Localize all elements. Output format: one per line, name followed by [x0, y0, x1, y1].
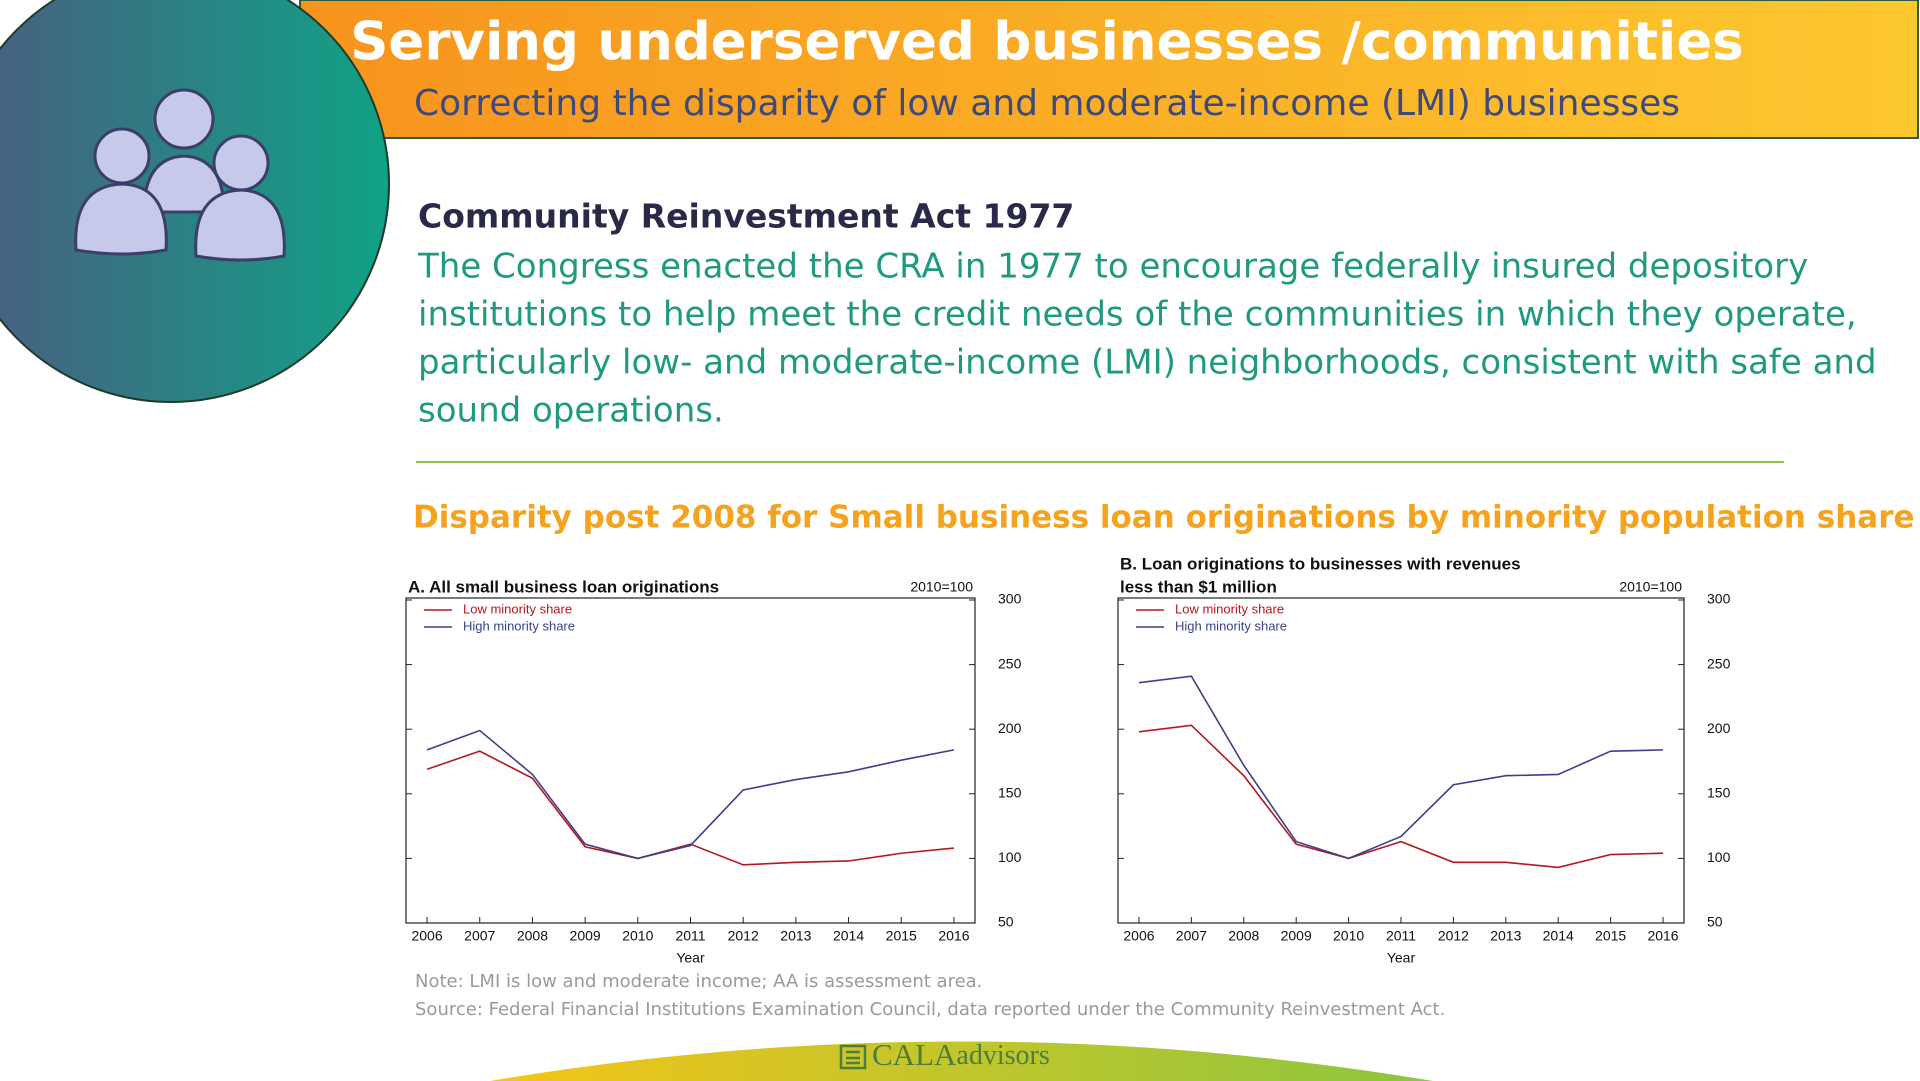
y-tick-label: 300 [998, 591, 1022, 607]
annotation: 2010=100 [910, 579, 973, 595]
x-tick-label: 2007 [464, 928, 495, 944]
chart-title: B. Loan originations to businesses with … [1120, 554, 1521, 573]
x-tick-label: 2012 [728, 928, 759, 944]
x-tick-label: 2016 [938, 928, 969, 944]
x-tick-label: 2007 [1176, 928, 1207, 944]
chart: B. Loan originations to businesses with … [1117, 554, 1731, 966]
body-line: particularly low- and moderate-income (L… [418, 343, 1877, 383]
header-band [299, 0, 1919, 139]
y-tick-label: 50 [998, 914, 1014, 930]
x-tick-label: 2015 [1595, 928, 1626, 944]
x-tick-label: 2016 [1647, 928, 1678, 944]
legend-label: Low minority share [463, 601, 572, 616]
y-tick-label: 100 [1707, 849, 1731, 865]
body-line: The Congress enacted the CRA in 1977 to … [417, 247, 1808, 287]
y-tick-label: 50 [1707, 914, 1723, 930]
y-tick-label: 200 [1707, 720, 1731, 736]
x-tick-label: 2015 [886, 928, 917, 944]
header-title: Serving underserved businesses /communit… [350, 12, 1743, 73]
x-tick-label: 2012 [1438, 928, 1469, 944]
x-tick-label: 2008 [1228, 928, 1259, 944]
legend-label: Low minority share [1175, 601, 1284, 616]
x-tick-label: 2011 [1386, 928, 1416, 944]
x-tick-label: 2013 [780, 928, 811, 944]
plot-frame [405, 597, 976, 924]
note: Note: LMI is low and moderate income; AA… [415, 971, 982, 992]
y-tick-label: 200 [998, 720, 1022, 736]
x-tick-label: 2014 [1543, 928, 1574, 944]
annotation: 2010=100 [1619, 579, 1682, 595]
series-line [1138, 675, 1664, 860]
chart: A. All small business loan originations 2… [405, 577, 1022, 966]
chart-title: A. All small business loan originations [408, 577, 719, 596]
footer-arc [490, 1041, 1433, 1081]
charts: A. All small business loan originations 2… [405, 554, 1731, 966]
x-tick-label: 2009 [1281, 928, 1312, 944]
charts-title: Disparity post 2008 for Small business l… [413, 500, 1915, 536]
section-body: The Congress enacted the CRA in 1977 to … [417, 247, 1877, 431]
y-tick-label: 300 [1707, 591, 1731, 607]
x-tick-label: 2010 [1333, 928, 1364, 944]
logo-icon [839, 1044, 867, 1070]
body-line: institutions to help meet the credit nee… [418, 295, 1857, 335]
series-line [426, 750, 955, 866]
series-line [1138, 724, 1664, 869]
logo: CALAadvisors [872, 1037, 1050, 1072]
x-tick-label: 2009 [570, 928, 601, 944]
x-axis-label: Year [1387, 950, 1416, 966]
x-axis-label: Year [676, 950, 705, 966]
people-icon [74, 88, 286, 262]
x-tick-label: 2006 [1123, 928, 1154, 944]
plot-frame [1117, 597, 1685, 924]
x-tick-label: 2010 [622, 928, 653, 944]
x-tick-label: 2006 [411, 928, 442, 944]
x-tick-label: 2014 [833, 928, 864, 944]
x-tick-label: 2013 [1490, 928, 1521, 944]
y-tick-label: 150 [1707, 785, 1731, 801]
series-line [426, 729, 955, 860]
x-tick-label: 2008 [517, 928, 548, 944]
logo-brand: CALA [872, 1037, 957, 1072]
body-line: sound operations. [418, 391, 724, 431]
logo-suffix: advisors [956, 1040, 1049, 1071]
legend-label: High minority share [463, 618, 575, 633]
header-subtitle: Correcting the disparity of low and mode… [414, 83, 1680, 124]
x-tick-label: 2011 [675, 928, 705, 944]
y-tick-label: 250 [998, 655, 1022, 671]
legend-label: High minority share [1175, 618, 1287, 633]
y-tick-label: 250 [1707, 655, 1731, 671]
section-heading: Community Reinvestment Act 1977 [418, 197, 1074, 236]
y-tick-label: 100 [998, 849, 1022, 865]
y-tick-label: 150 [998, 785, 1022, 801]
chart-title: less than $1 million [1120, 577, 1277, 596]
source: Source: Federal Financial Institutions E… [415, 999, 1445, 1020]
